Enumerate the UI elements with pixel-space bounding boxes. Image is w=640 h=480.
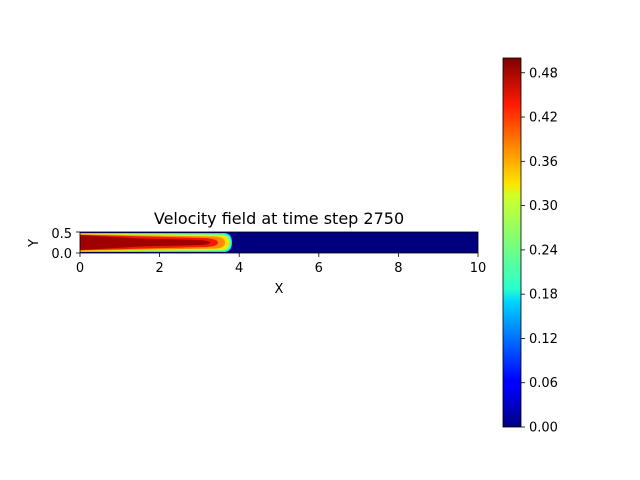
colorbar-tick-label: 0.12 [529, 332, 558, 347]
colorbar-tick-label: 0.24 [529, 243, 558, 258]
colorbar: 0.00 0.06 0.12 0.18 0.24 0.30 0.36 0.42 0.48 [502, 57, 558, 436]
y-tick-label: 0.5 [51, 227, 72, 242]
colorbar-tick-label: 0.48 [529, 66, 558, 81]
colorbar-tick-label: 0.00 [529, 421, 558, 436]
colorbar-tick-label: 0.30 [529, 199, 558, 214]
plot-area [79, 231, 479, 254]
y-axis: 0.0 0.5 Y [27, 227, 80, 262]
x-tick-label: 0 [76, 261, 84, 276]
colorbar-ticks: 0.00 0.06 0.12 0.18 0.24 0.30 0.36 0.42 0.48 [521, 66, 558, 436]
x-tick-label: 4 [235, 261, 243, 276]
colorbar-tick-label: 0.06 [529, 376, 558, 391]
colorbar-tick-label: 0.42 [529, 111, 558, 126]
x-axis-label: X [275, 282, 284, 297]
colorbar-tick-label: 0.36 [529, 155, 558, 170]
x-tick-label: 2 [155, 261, 163, 276]
velocity-field [80, 233, 232, 252]
colorbar-fill [503, 58, 521, 427]
x-tick-label: 10 [470, 261, 487, 276]
y-tick-label: 0.0 [51, 247, 72, 262]
colorbar-frame [502, 57, 522, 428]
chart-title: Velocity field at time step 2750 [154, 209, 404, 228]
field-contour-core [80, 235, 210, 250]
plot-frame [79, 231, 479, 254]
x-axis: 0 2 4 6 8 10 X [76, 253, 486, 297]
x-tick-label: 8 [394, 261, 402, 276]
x-tick-label: 6 [315, 261, 323, 276]
y-axis-label: Y [27, 239, 42, 248]
colorbar-tick-label: 0.18 [529, 288, 558, 303]
